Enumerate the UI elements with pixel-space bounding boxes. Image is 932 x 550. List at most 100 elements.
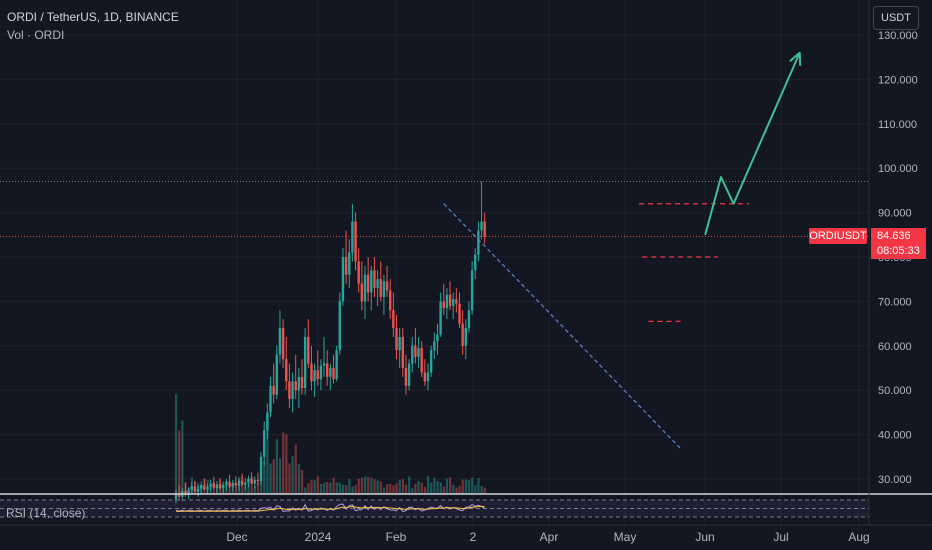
volume-bar [297, 463, 301, 494]
candle-body [429, 350, 433, 373]
volume-bar [266, 429, 269, 494]
candle-body [222, 484, 225, 489]
candle-body [357, 261, 360, 284]
volume-bar [392, 485, 395, 494]
volume-bar [329, 482, 332, 494]
candle-body [398, 336, 401, 351]
candle-body [458, 303, 461, 324]
volume-bar [319, 484, 323, 494]
candle-body [218, 484, 222, 489]
drawings [0, 51, 869, 449]
candle-body [461, 323, 464, 346]
chart-title: ORDI / TetherUS, 1D, BINANCE [7, 10, 179, 24]
volume-bar [382, 487, 386, 494]
candle-body [281, 328, 285, 360]
candle-body [326, 363, 329, 377]
candle-body [382, 281, 386, 297]
volume-bar [301, 469, 304, 494]
candle-body [297, 376, 301, 391]
volume-bar [348, 479, 351, 494]
volume-bar [285, 434, 288, 494]
candle-body [417, 348, 420, 357]
candle-body [467, 310, 471, 329]
candle-body [291, 381, 294, 400]
volume-bar [354, 484, 357, 494]
volume-bar [395, 483, 398, 494]
candle-body [480, 221, 483, 231]
candle-body [247, 478, 250, 483]
volume-bar [175, 394, 178, 494]
price-tick-label: 120.000 [878, 74, 918, 86]
candle-body [433, 341, 436, 351]
volume-bar [323, 482, 326, 494]
candle-body [240, 480, 244, 485]
grid [0, 0, 869, 530]
volume-bar [386, 484, 389, 494]
candle-body [187, 490, 190, 495]
candle-body [414, 345, 417, 357]
candle-body [206, 486, 209, 490]
candle-body [288, 381, 291, 400]
volume-bar [250, 476, 253, 494]
candle-body [395, 328, 398, 351]
candle-body [319, 365, 323, 380]
candle-body [200, 485, 203, 489]
volume-bar [307, 483, 310, 494]
volume-bar [373, 479, 376, 494]
candle-body [423, 372, 427, 382]
volume-bar [364, 476, 367, 494]
volume-bar [332, 477, 335, 494]
rsi-ma-line [175, 505, 485, 512]
candle-body [341, 257, 345, 302]
price-tick-label: 100.000 [878, 163, 918, 175]
candle-body [329, 368, 332, 377]
candle-body [225, 481, 228, 485]
volume-bar [313, 480, 316, 494]
volume-bar [414, 483, 417, 494]
candle-body [203, 485, 206, 490]
candle-body [285, 359, 288, 382]
volume-bar [471, 477, 474, 494]
price-tick-label: 50.000 [878, 385, 912, 397]
volume-bar [360, 477, 364, 494]
time-tick-label: Apr [540, 530, 559, 544]
volume-bar [278, 458, 282, 494]
volume-bar [256, 482, 260, 494]
volume-bar [420, 482, 423, 494]
volume-bar [260, 481, 263, 494]
candle-body [470, 270, 474, 311]
time-tick-label: 2 [470, 530, 477, 544]
candle-body [256, 479, 260, 482]
candle-body [464, 328, 467, 346]
candle-body [300, 376, 304, 388]
volume-bar [480, 485, 483, 494]
volume-bar [310, 479, 313, 494]
candle-body [351, 221, 354, 253]
candle-body [436, 334, 439, 342]
candle-body [477, 230, 480, 255]
volume-bar [401, 479, 404, 494]
candle-body [272, 385, 275, 395]
currency-button[interactable]: USDT [873, 6, 919, 30]
candle-body [263, 430, 266, 457]
candle-body [316, 370, 319, 380]
price-tick-label: 60.000 [878, 341, 912, 353]
volume-bar [449, 477, 452, 494]
volume-bar [282, 432, 285, 494]
projection-arrow-head [789, 51, 802, 66]
volume-bar [275, 439, 278, 494]
candle-body [193, 486, 197, 492]
volume-bar [338, 482, 341, 494]
candle-body [401, 336, 404, 368]
candle-body [259, 456, 263, 482]
rsi-legend: RSI (14, close) [6, 506, 86, 520]
candle-body [404, 368, 408, 386]
price-tick-label: 130.000 [878, 30, 918, 42]
volume-bar [272, 459, 275, 494]
candle-body [278, 328, 282, 355]
candle-body [190, 486, 193, 491]
volume-bar [423, 486, 427, 494]
countdown-timer: 08:05:33 [877, 245, 920, 257]
candle-body [338, 301, 341, 351]
